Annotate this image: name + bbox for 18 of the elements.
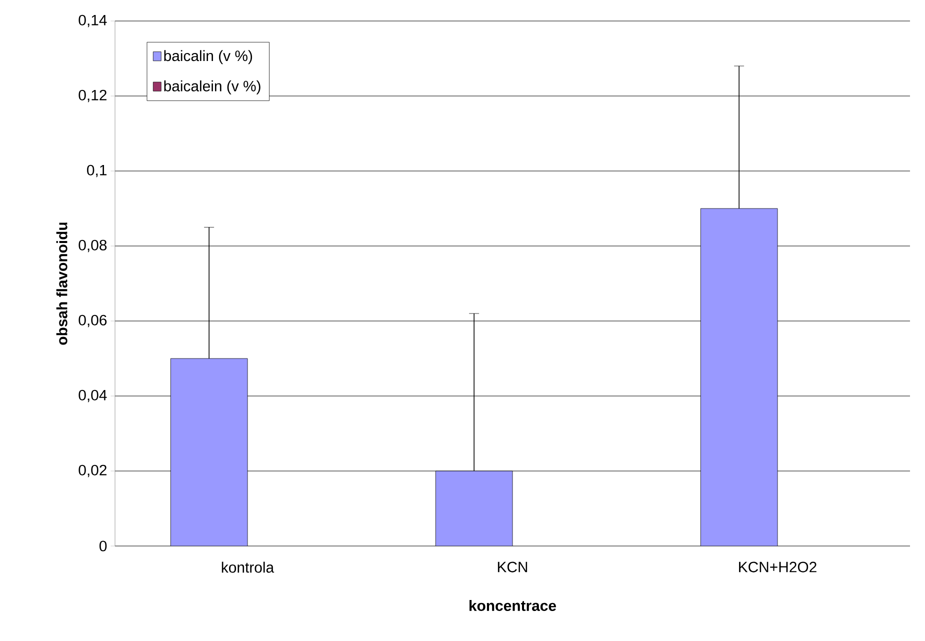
x-tick-label: KCN+H2O2 [739, 562, 816, 572]
y-tick-label: 0,06 [78, 314, 107, 328]
x-axis-title: koncentrace [470, 600, 556, 611]
x-tick-label: KCN [498, 562, 528, 572]
y-tick-label: 0,1 [87, 164, 106, 178]
bar [170, 358, 248, 546]
y-tick-label: 0 [99, 540, 107, 552]
y-tick-label: 0,02 [78, 464, 106, 478]
y-axis-title: obsah flavonoidu [56, 222, 68, 345]
legend-label: baicalin (v %) [164, 50, 252, 64]
y-tick-label: 0,08 [78, 240, 107, 252]
y-tick-label: 0,12 [78, 90, 106, 102]
y-tick-label: 0,14 [78, 14, 107, 28]
bar [700, 208, 778, 546]
x-tick-label: kontrola [222, 562, 274, 573]
legend-label: baicalein (v %) [164, 80, 260, 94]
bar [435, 470, 513, 546]
y-tick-label: 0,04 [78, 390, 107, 402]
